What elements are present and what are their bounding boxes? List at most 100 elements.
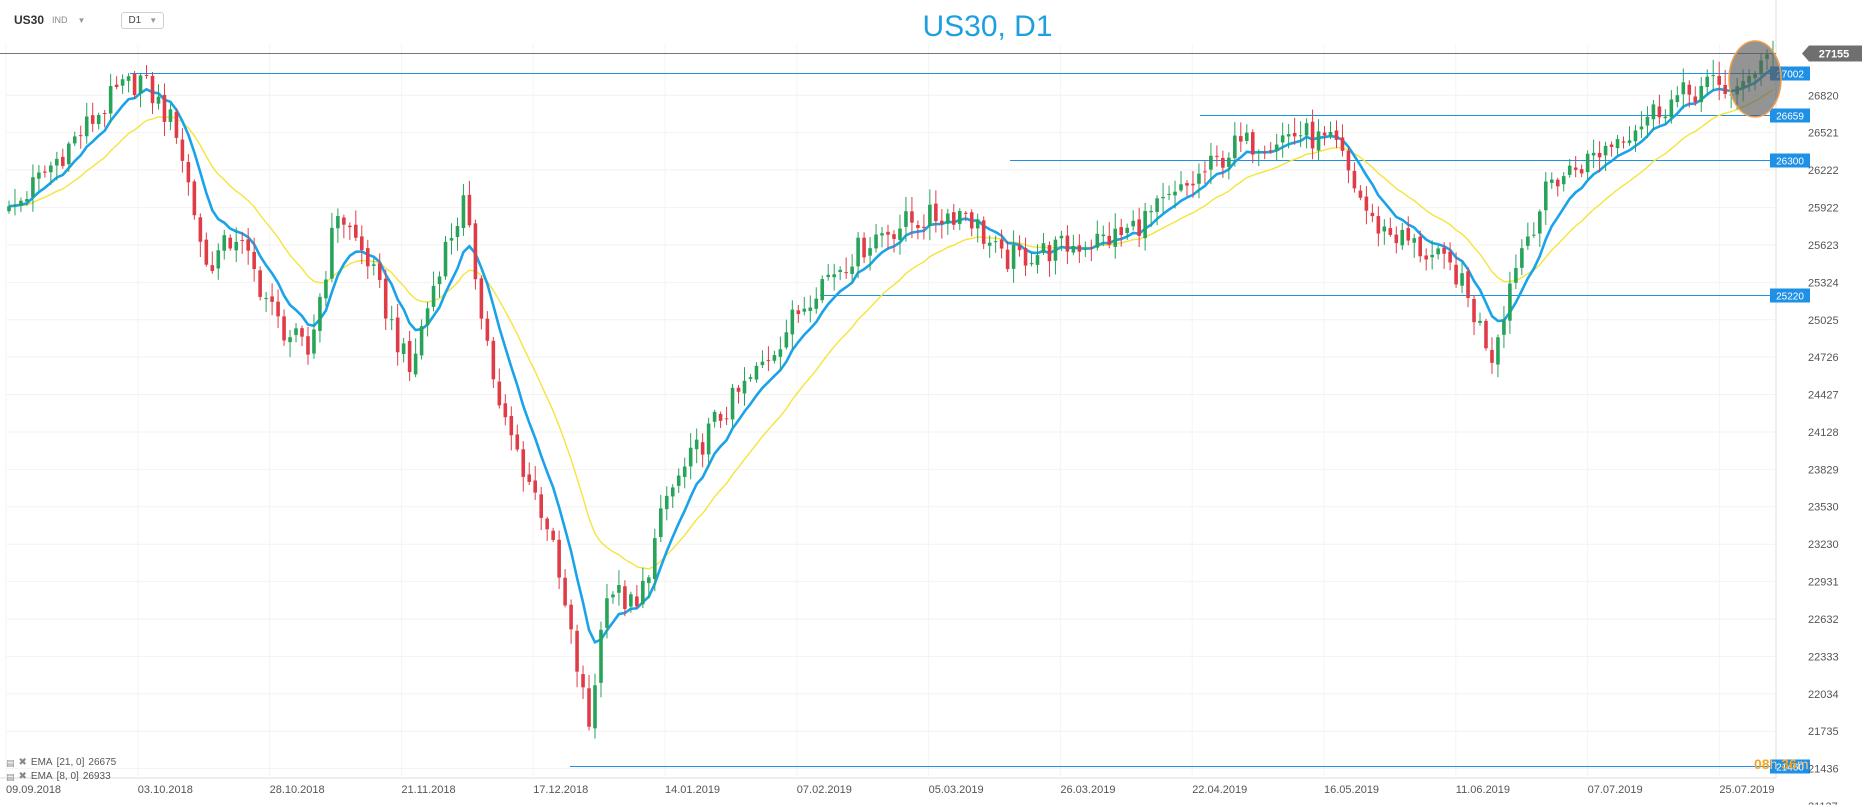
- candle: [455, 217, 460, 251]
- candle-body: [946, 213, 950, 224]
- candle-body: [581, 674, 585, 688]
- candle-body: [240, 239, 244, 241]
- candle-body: [1388, 228, 1393, 235]
- candle: [557, 530, 561, 590]
- indicator-name: EMA: [30, 771, 53, 782]
- candle-body: [1125, 227, 1129, 234]
- candle-body: [1561, 176, 1566, 185]
- candle-body: [1472, 298, 1476, 323]
- candle-body: [1215, 155, 1219, 157]
- x-tick-label: 17.12.2018: [533, 784, 588, 796]
- candle: [1484, 318, 1488, 351]
- chevron-down-icon[interactable]: ▼: [77, 15, 86, 25]
- y-tick-label: 22931: [1808, 577, 1839, 589]
- candle: [1681, 68, 1686, 109]
- candle-body: [1573, 167, 1578, 170]
- candle-body: [694, 439, 699, 450]
- candle-body: [120, 79, 125, 86]
- symbol-label[interactable]: US30: [14, 13, 45, 27]
- timeframe-select[interactable]: D1 ▼: [121, 11, 165, 29]
- candle-body: [766, 360, 771, 362]
- candle: [916, 220, 920, 240]
- candle: [1119, 218, 1124, 247]
- settings-icon[interactable]: ▤: [6, 758, 15, 768]
- close-icon[interactable]: ✖: [18, 771, 27, 782]
- candle-body: [1358, 190, 1363, 198]
- candle-body: [1274, 144, 1279, 151]
- candle: [395, 303, 400, 366]
- settings-icon[interactable]: ▤: [6, 772, 15, 782]
- candle: [1005, 241, 1010, 272]
- candle-body: [772, 355, 777, 361]
- candle: [718, 411, 723, 429]
- y-tick-label: 21137: [1808, 801, 1838, 805]
- candle-body: [545, 518, 549, 530]
- candle: [1496, 334, 1500, 378]
- indicator-ema-21[interactable]: ▤ ✖ EMA [21, 0] 26675: [6, 756, 116, 770]
- candle: [682, 457, 687, 489]
- candle: [264, 291, 268, 312]
- candle: [987, 235, 992, 258]
- candle-body: [216, 250, 221, 269]
- candle-body: [72, 136, 77, 144]
- candle-body: [49, 165, 53, 173]
- candle-body: [1538, 211, 1542, 234]
- candle: [1011, 230, 1016, 283]
- candle: [174, 108, 179, 144]
- candle: [7, 200, 11, 214]
- ema-lines: [8, 67, 1774, 645]
- candle: [844, 257, 848, 279]
- candle-body: [1346, 150, 1351, 171]
- close-icon[interactable]: ✖: [18, 757, 27, 768]
- candle-body: [1370, 212, 1375, 217]
- candle: [66, 141, 71, 172]
- candle-body: [342, 217, 346, 225]
- candle: [1310, 109, 1315, 160]
- candle: [647, 575, 651, 599]
- candle: [1292, 117, 1297, 145]
- candle-body: [981, 220, 986, 244]
- level-label-box: [1770, 153, 1810, 168]
- y-axis: 26820 26521 26222 25922 25623 25324 25025 24726…: [1808, 90, 1839, 805]
- candle-body: [1627, 140, 1632, 144]
- candle: [772, 350, 777, 364]
- y-tick-label: 22034: [1808, 689, 1839, 701]
- ema-21-line: [8, 89, 1774, 570]
- candle-body: [1394, 234, 1399, 244]
- candle-body: [880, 233, 884, 236]
- candle: [1705, 69, 1710, 96]
- candle-body: [910, 211, 914, 223]
- candle: [1711, 59, 1716, 91]
- candle: [1155, 195, 1159, 226]
- candle: [1651, 99, 1656, 131]
- candle-body: [96, 114, 101, 125]
- candle: [1436, 245, 1440, 260]
- candle-body: [300, 328, 304, 337]
- candle-body: [1609, 144, 1614, 148]
- candle-body: [934, 203, 938, 222]
- candle-body: [868, 248, 872, 256]
- candle-body: [1334, 130, 1339, 140]
- candle: [676, 468, 681, 493]
- indicator-ema-8[interactable]: ▤ ✖ EMA [8, 0] 26933: [6, 770, 116, 784]
- candle: [1161, 182, 1165, 214]
- candle-body: [1687, 84, 1692, 95]
- candle-body: [1567, 165, 1572, 175]
- y-tick-label: 23530: [1808, 502, 1839, 514]
- candle: [826, 263, 831, 281]
- candle: [312, 314, 316, 359]
- candle: [222, 229, 227, 260]
- y-tick-label: 26222: [1808, 165, 1839, 177]
- candle-body: [922, 226, 926, 228]
- level-label: 27002: [1776, 70, 1804, 81]
- candle: [838, 266, 842, 281]
- candle: [1221, 150, 1225, 178]
- candle: [748, 374, 753, 382]
- candle-body: [1430, 254, 1434, 258]
- candle: [1215, 145, 1219, 167]
- candle-body: [1029, 263, 1034, 265]
- candle-body: [1723, 84, 1727, 94]
- candle: [1286, 123, 1291, 149]
- candle: [969, 209, 974, 237]
